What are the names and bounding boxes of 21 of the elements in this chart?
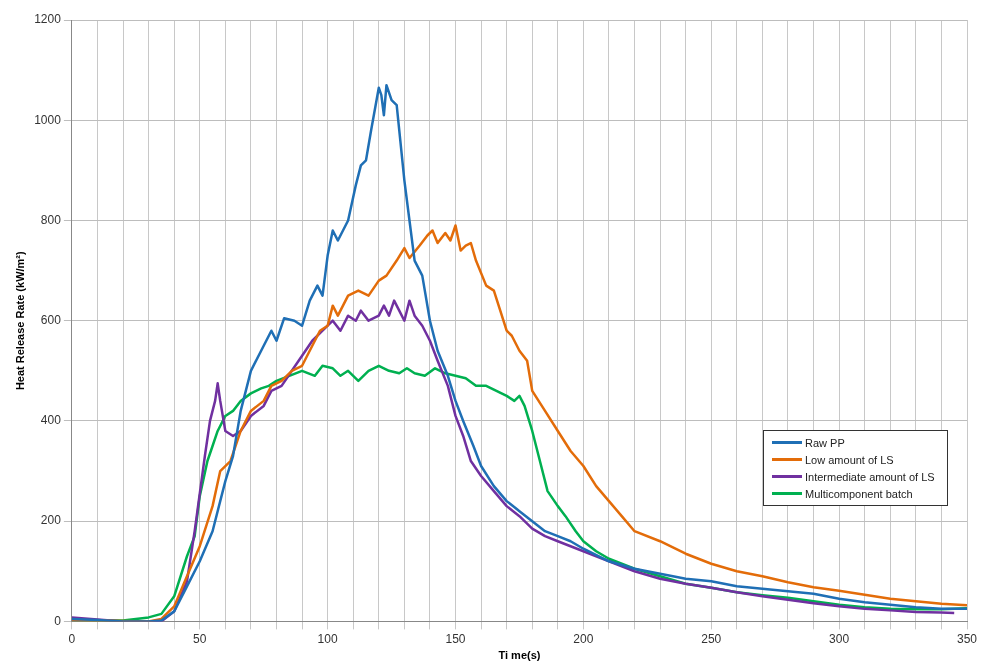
y-tick-label: 0: [54, 613, 62, 628]
x-tick-label: 250: [701, 631, 722, 646]
x-tick-label: 350: [956, 631, 978, 646]
x-tick-label: 0: [68, 631, 76, 646]
legend-label: Intermediate amount of LS: [805, 470, 935, 483]
legend-label: Raw PP: [805, 436, 845, 449]
y-tick-label: 600: [40, 313, 62, 328]
x-tick-label: 150: [445, 631, 466, 646]
y-tick-label: 1200: [34, 12, 62, 27]
legend-label: Multicomponent batch: [805, 487, 913, 500]
y-tick-label: 400: [40, 413, 62, 428]
x-tick-label: 100: [317, 631, 338, 646]
x-tick-label: 300: [829, 631, 850, 646]
legend-label: Low amount of LS: [805, 453, 894, 466]
y-axis-title: Heat Release Rate (kW/m²): [13, 250, 26, 391]
y-tick-label: 200: [40, 513, 62, 528]
x-tick-label: 200: [573, 631, 594, 646]
y-tick-label: 1000: [34, 112, 62, 127]
x-tick-label: 50: [193, 631, 207, 646]
x-axis-title: Ti me(s): [498, 649, 541, 662]
y-tick-label: 800: [40, 212, 62, 227]
